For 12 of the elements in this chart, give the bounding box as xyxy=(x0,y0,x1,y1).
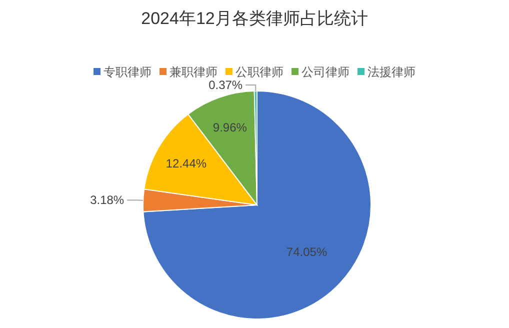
legend-label: 公职律师 xyxy=(236,65,284,79)
data-label: 9.96% xyxy=(212,120,248,135)
legend-label: 公司律师 xyxy=(302,65,350,79)
legend-label: 专职律师 xyxy=(104,65,152,79)
data-label: 12.44% xyxy=(166,156,207,170)
pie-slice xyxy=(142,90,372,320)
chart-title: 2024年12月各类律师占比统计 xyxy=(141,9,368,28)
legend-label: 法援律师 xyxy=(368,65,416,79)
data-label: 3.18% xyxy=(90,193,124,208)
data-label: 0.37% xyxy=(208,78,243,92)
data-label: 74.05% xyxy=(286,244,328,259)
legend-label: 兼职律师 xyxy=(170,65,218,79)
